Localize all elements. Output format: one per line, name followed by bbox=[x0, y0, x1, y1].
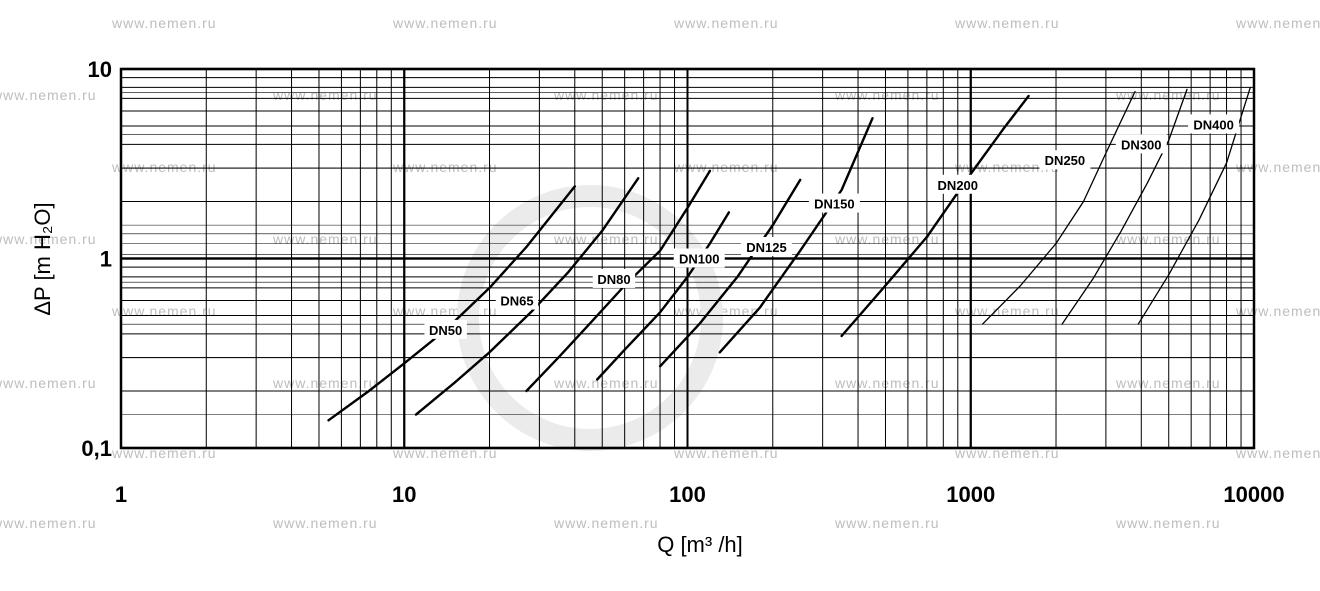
watermark-text: www.nemen.ru bbox=[673, 15, 779, 31]
series-label-dn250: DN250 bbox=[1045, 153, 1085, 168]
series-label-dn65: DN65 bbox=[500, 294, 533, 309]
series-line-dn65 bbox=[414, 177, 640, 416]
series-label-dn100: DN100 bbox=[679, 252, 719, 267]
watermark-text: www.nemen.ru bbox=[0, 375, 97, 391]
watermark-text: www.nemen.ru bbox=[1235, 303, 1320, 319]
y-tick-label: 1 bbox=[100, 247, 112, 272]
watermark-text: www.nemen.ru bbox=[954, 159, 1060, 175]
series-label-dn400: DN400 bbox=[1193, 117, 1233, 132]
series-label-bg bbox=[592, 268, 636, 288]
watermark-text: www.nemen.ru bbox=[1235, 159, 1320, 175]
watermark-text: www.nemen.ru bbox=[111, 303, 217, 319]
series-layer bbox=[327, 86, 1251, 422]
watermark-text: www.nemen.ru bbox=[0, 231, 97, 247]
watermark-text: www.nemen.ru bbox=[392, 159, 498, 175]
series-label-bg bbox=[740, 236, 792, 256]
series-label-dn200: DN200 bbox=[938, 178, 978, 193]
series-label-dn300: DN300 bbox=[1121, 137, 1161, 152]
watermark-text: www.nemen.ru bbox=[111, 15, 217, 31]
watermark-text: www.nemen.ru bbox=[272, 231, 378, 247]
watermark-text: www.nemen.ru bbox=[954, 303, 1060, 319]
series-label-bg bbox=[1115, 134, 1167, 154]
y-axis-title: ΔP [m H₂O] bbox=[30, 202, 55, 315]
series-label-bg bbox=[495, 290, 539, 310]
y-tick-label: 10 bbox=[88, 57, 112, 82]
series-line-dn250 bbox=[981, 90, 1136, 325]
x-axis-title: Q [m³ /h] bbox=[657, 532, 743, 557]
watermark-text: www.nemen.ru bbox=[954, 15, 1060, 31]
plot-frame bbox=[119, 67, 1256, 450]
watermark-text: www.nemen.ru bbox=[272, 375, 378, 391]
watermark-text: www.nemen.ru bbox=[0, 515, 97, 531]
series-label-layer: DN50 DN65 DN80 DN100 DN125 DN150 DN200 DN250 DN3… bbox=[424, 114, 1240, 339]
x-tick-label: 1000 bbox=[946, 482, 995, 507]
watermark-text: www.nemen.ru bbox=[673, 303, 779, 319]
series-label-bg bbox=[1039, 150, 1091, 170]
watermark-text: www.nemen.ru bbox=[834, 231, 940, 247]
watermark-text: www.nemen.ru bbox=[1235, 445, 1320, 461]
watermark-text: www.nemen.ru bbox=[1235, 15, 1320, 31]
watermark-text: www.nemen.ru bbox=[834, 87, 940, 103]
watermark-text: www.nemen.ru bbox=[1115, 231, 1221, 247]
series-label-bg bbox=[932, 174, 984, 194]
watermark-text: www.nemen.ru bbox=[272, 87, 378, 103]
series-label-dn50: DN50 bbox=[429, 323, 462, 338]
watermark-layer: www.nemen.ru www.nemen.ru www.nemen.ru www.… bbox=[0, 15, 1320, 531]
watermark-seal bbox=[457, 185, 723, 451]
watermark-text: www.nemen.ru bbox=[1115, 375, 1221, 391]
watermark-text: www.nemen.ru bbox=[553, 515, 659, 531]
watermark-text: www.nemen.ru bbox=[1115, 515, 1221, 531]
series-line-dn100 bbox=[596, 211, 731, 381]
watermark-text: www.nemen.ru bbox=[392, 15, 498, 31]
x-tick-label: 10000 bbox=[1223, 482, 1284, 507]
watermark-text: www.nemen.ru bbox=[834, 375, 940, 391]
y-tick-label: 0,1 bbox=[81, 436, 112, 461]
series-label-dn80: DN80 bbox=[597, 272, 630, 287]
series-line-dn300 bbox=[1061, 88, 1188, 325]
watermark-text: www.nemen.ru bbox=[0, 87, 97, 103]
series-line-dn125 bbox=[658, 178, 802, 368]
watermark-text: www.nemen.ru bbox=[673, 159, 779, 175]
watermark-text: www.nemen.ru bbox=[553, 87, 659, 103]
watermark-text: www.nemen.ru bbox=[392, 303, 498, 319]
series-line-dn150 bbox=[718, 117, 874, 354]
series-line-dn200 bbox=[840, 94, 1030, 338]
series-label-bg bbox=[808, 193, 860, 213]
x-tick-label: 1 bbox=[115, 482, 127, 507]
series-label-bg bbox=[1188, 114, 1240, 134]
x-tick-label: 100 bbox=[669, 482, 706, 507]
watermark-text: www.nemen.ru bbox=[272, 515, 378, 531]
series-label-bg bbox=[673, 248, 725, 268]
series-label-dn125: DN125 bbox=[746, 240, 786, 255]
series-label-dn150: DN150 bbox=[814, 197, 854, 212]
watermark-text: www.nemen.ru bbox=[553, 375, 659, 391]
watermark-text: www.nemen.ru bbox=[553, 231, 659, 247]
series-label-bg bbox=[424, 319, 467, 339]
series-line-dn400 bbox=[1137, 86, 1251, 325]
x-tick-label: 10 bbox=[392, 482, 416, 507]
watermark-text: www.nemen.ru bbox=[111, 159, 217, 175]
watermark-text: www.nemen.ru bbox=[834, 515, 940, 531]
